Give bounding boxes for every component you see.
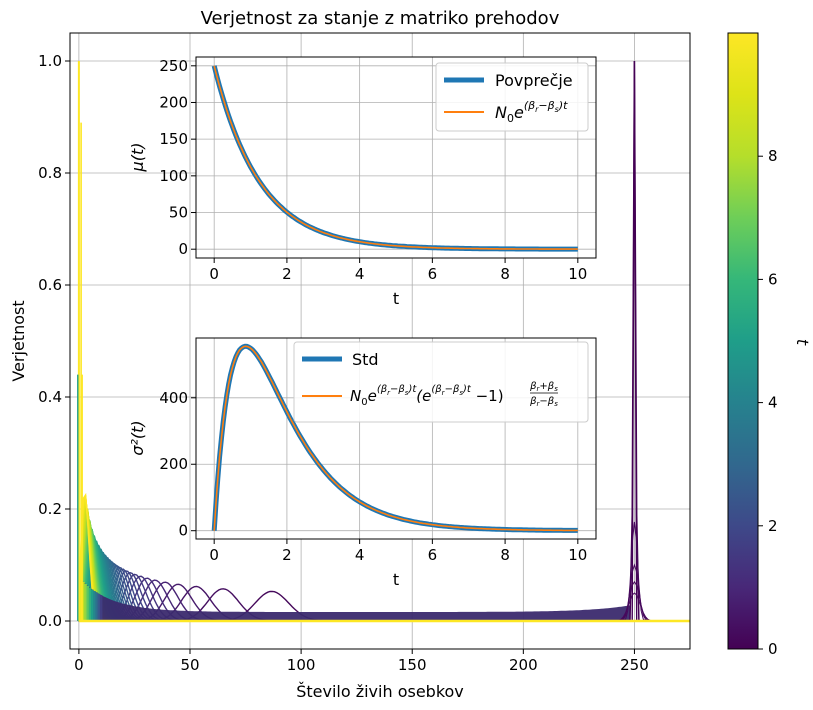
inset-mean-legend: Povprečje N0e(βr−βs)t bbox=[435, 62, 589, 132]
colorbar-tick-label: 4 bbox=[768, 394, 778, 412]
main-xtick-label: 200 bbox=[509, 656, 538, 674]
inset-std-ytick-label: 200 bbox=[159, 455, 188, 473]
main-curve bbox=[78, 528, 690, 622]
main-xtick-label: 0 bbox=[74, 656, 84, 674]
inset-mean-curves bbox=[211, 65, 578, 252]
inset-mean-frame bbox=[195, 56, 597, 259]
inset-std-legend-box bbox=[293, 341, 589, 423]
main-ytick-label: 0.2 bbox=[38, 500, 62, 518]
main-yticks: 0.0 0.2 0.4 0.6 0.8 1.0 bbox=[38, 52, 70, 630]
inset-std-curves bbox=[211, 343, 578, 533]
main-curve bbox=[78, 524, 690, 622]
main-ytick-label: 0.6 bbox=[38, 276, 62, 294]
inset-mean-series-line bbox=[213, 65, 578, 250]
legend-label-std: Std bbox=[352, 350, 379, 369]
main-curve bbox=[78, 534, 690, 622]
main-xlabel: Število živih osebkov bbox=[296, 682, 464, 701]
legend-label-mean: Povprečje bbox=[495, 71, 573, 90]
main-curves bbox=[77, 60, 690, 623]
main-curve bbox=[78, 528, 690, 622]
inset-mean-ylabel: μ(t) bbox=[128, 143, 147, 173]
inset-std-frame bbox=[195, 337, 597, 540]
inset-std-ytick-label: 0 bbox=[178, 522, 188, 540]
inset-std-xticks: 0 2 4 6 8 10 bbox=[209, 539, 587, 564]
inset-std-xtick-label: 6 bbox=[428, 546, 438, 564]
inset-mean-ytick-label: 200 bbox=[159, 93, 188, 111]
legend-label-std-exponent: βr+βs bbox=[529, 381, 558, 393]
inset-std-ytick-label: 400 bbox=[159, 389, 188, 407]
inset-mean-ytick-label: 0 bbox=[178, 240, 188, 258]
inset-mean-ytick-label: 250 bbox=[159, 57, 188, 75]
main-xtick-label: 50 bbox=[180, 656, 199, 674]
colorbar-label: t bbox=[793, 339, 812, 346]
main-plot: 0 50 100 150 200 250 0.00.20.40.60.81.0 Števi… bbox=[9, 32, 691, 701]
main-ytick-label: 0.8 bbox=[38, 164, 62, 182]
colorbar-tick-label: 6 bbox=[768, 270, 778, 288]
inset-std-xlabel: t bbox=[393, 570, 399, 589]
main-peak-curve bbox=[616, 580, 653, 622]
inset-std-xtick-label: 2 bbox=[282, 546, 292, 564]
inset-std-xtick-label: 4 bbox=[355, 546, 365, 564]
inset-mean: 0 2 4 6 8 10 0 50 100 150 200 250 t μ(t) Povprečje… bbox=[128, 56, 597, 308]
main-curve bbox=[78, 530, 690, 622]
main-peak-curve bbox=[616, 592, 653, 622]
main-xtick-label: 250 bbox=[620, 656, 649, 674]
colorbar-gradient bbox=[727, 32, 759, 650]
inset-std-legend: Std N0e(βr−βs)t(e(βr−βs)t −1) βr+βs βr−β… bbox=[293, 341, 589, 423]
main-curve bbox=[78, 528, 690, 622]
main-ytick-label: 1.0 bbox=[38, 52, 62, 70]
main-xtick-label: 100 bbox=[287, 656, 316, 674]
main-axes-frame bbox=[69, 32, 691, 650]
inset-mean-yticks: 0 50 100 150 200 250 bbox=[159, 57, 196, 258]
inset-std-xtick-label: 0 bbox=[209, 546, 219, 564]
inset-mean-grid bbox=[196, 57, 596, 258]
inset-mean-xticks: 0 2 4 6 8 10 bbox=[209, 258, 587, 283]
main-curve bbox=[78, 535, 690, 622]
inset-mean-ytick-label: 50 bbox=[169, 204, 188, 222]
inset-mean-xtick-label: 2 bbox=[282, 265, 292, 283]
legend-label-std-exponent-denominator: βr−βs bbox=[529, 396, 558, 408]
main-curve bbox=[78, 538, 690, 622]
inset-mean-xtick-label: 10 bbox=[568, 265, 587, 283]
inset-mean-ytick-label: 150 bbox=[159, 130, 188, 148]
colorbar: 0 2 4 6 8 t bbox=[727, 32, 812, 658]
main-title: Verjetnost za stanje z matriko prehodov bbox=[201, 8, 560, 29]
inset-std: 0 2 4 6 8 10 0 200 400 t σ²(t) Std N0e(βr−βs)t(… bbox=[128, 337, 597, 589]
colorbar-tick-label: 8 bbox=[768, 147, 778, 165]
main-xtick-label: 150 bbox=[398, 656, 427, 674]
inset-mean-xtick-label: 0 bbox=[209, 265, 219, 283]
main-ytick-label: 0.4 bbox=[38, 388, 62, 406]
main-ytick-label: 0.0 bbox=[38, 612, 62, 630]
inset-mean-xtick-label: 4 bbox=[355, 265, 365, 283]
main-ylabel: Verjetnost bbox=[9, 300, 28, 381]
colorbar-tick-label: 0 bbox=[768, 640, 778, 658]
legend-label-std-formula: N0e(βr−βs)t(e(βr−βs)t −1) bbox=[350, 384, 504, 408]
inset-mean-xlabel: t bbox=[393, 289, 399, 308]
inset-std-series-line bbox=[213, 345, 578, 532]
colorbar-ticks: 0 2 4 6 8 bbox=[758, 147, 778, 658]
inset-std-yticks: 0 200 400 bbox=[159, 389, 196, 540]
colorbar-tick-label: 2 bbox=[768, 517, 778, 535]
inset-std-xtick-label: 10 bbox=[568, 546, 587, 564]
main-band bbox=[81, 577, 631, 621]
inset-mean-xtick-label: 6 bbox=[428, 265, 438, 283]
inset-mean-xtick-label: 8 bbox=[500, 265, 510, 283]
inset-std-xtick-label: 8 bbox=[500, 546, 510, 564]
inset-std-ylabel: σ²(t) bbox=[128, 420, 147, 455]
main-xticks: 0 50 100 150 200 250 bbox=[74, 649, 649, 674]
inset-mean-ytick-label: 100 bbox=[159, 167, 188, 185]
main-curve bbox=[78, 535, 690, 622]
